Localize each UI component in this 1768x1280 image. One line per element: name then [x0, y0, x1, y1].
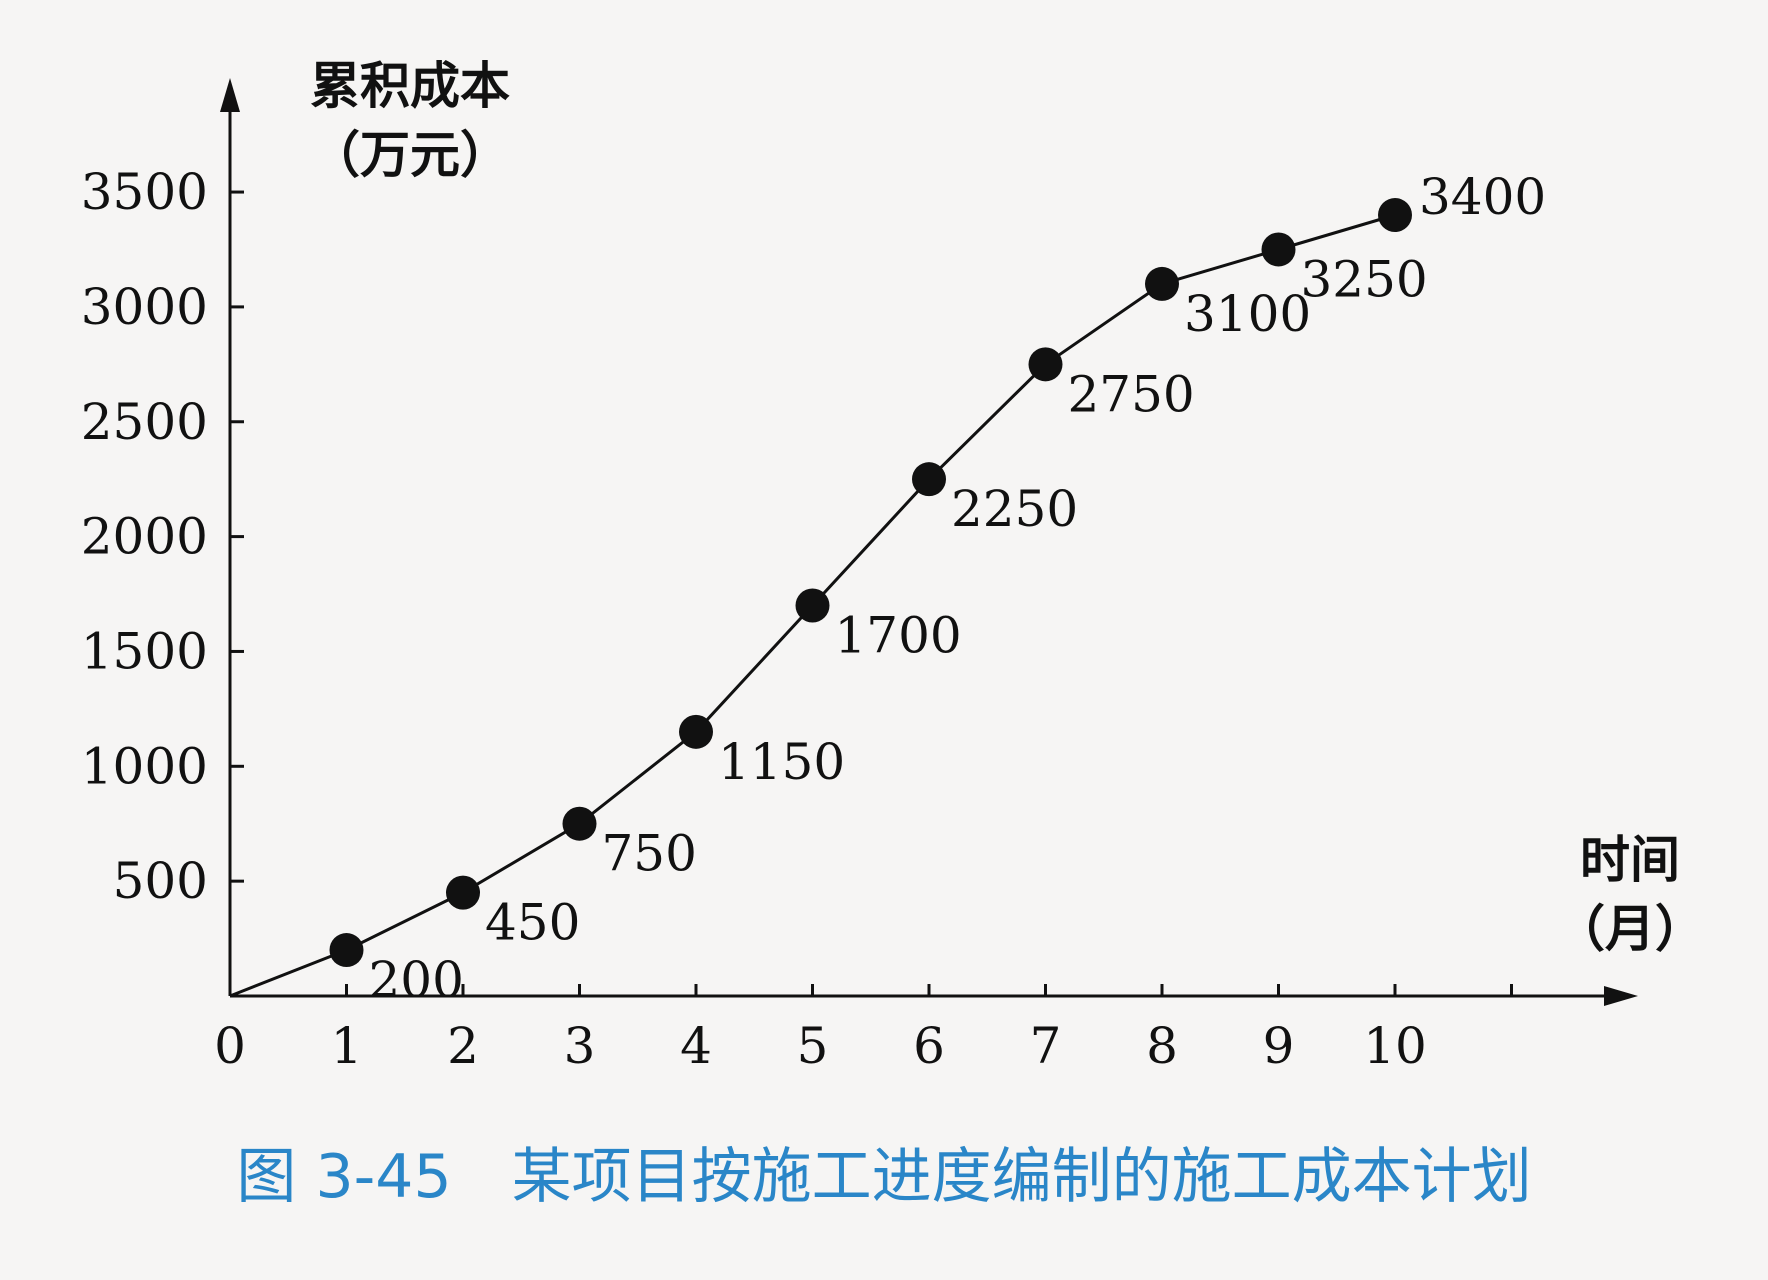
- data-label-10: 3400: [1419, 168, 1546, 226]
- data-point-3: [562, 806, 597, 841]
- cost-plan-chart: 0 1 2 3 4 5 6 7 8 9 10500100015002000250030003500 …: [81, 57, 1705, 1075]
- x-tick-label-0: 0: [214, 1017, 246, 1075]
- data-label-2: 450: [485, 894, 580, 952]
- y-tick-label-500: 500: [113, 852, 208, 910]
- x-tick-label-3: 3: [564, 1017, 596, 1075]
- x-tick-label-10: 10: [1363, 1017, 1427, 1075]
- data-point-4: [679, 714, 713, 749]
- y-tick-label-1500: 1500: [81, 622, 208, 680]
- x-tick-label-2: 2: [447, 1017, 479, 1075]
- x-tick-label-4: 4: [680, 1017, 712, 1075]
- data-label-7: 2750: [1068, 365, 1195, 423]
- x-tick-label-8: 8: [1146, 1017, 1178, 1075]
- y-tick-label-1000: 1000: [81, 737, 208, 795]
- data-label-9: 3250: [1301, 250, 1428, 308]
- y-tick-label-3500: 3500: [81, 163, 208, 221]
- series-cumulative-cost: [229, 198, 1412, 998]
- y-axis-title-line1: 累积成本: [310, 57, 510, 115]
- data-point-10: [1378, 198, 1412, 233]
- x-tick-label-5: 5: [797, 1017, 829, 1075]
- data-point-7: [1028, 347, 1063, 382]
- x-axis-title-line1: 时间: [1580, 831, 1680, 889]
- x-axis-title-line2: （月）: [1555, 900, 1705, 958]
- data-label-4: 1150: [718, 733, 845, 791]
- data-point-9: [1261, 232, 1296, 267]
- x-tick-label-1: 1: [331, 1017, 363, 1075]
- y-tick-label-2500: 2500: [81, 393, 208, 451]
- x-tick-label-7: 7: [1030, 1017, 1062, 1075]
- y-axis-title-line2: （万元）: [310, 126, 510, 184]
- data-point-1: [329, 933, 364, 968]
- axes: [220, 78, 1638, 1006]
- data-label-8: 3100: [1184, 285, 1311, 343]
- data-label-5: 1700: [835, 607, 962, 665]
- y-axis-arrow: [220, 78, 240, 112]
- x-axis-arrow: [1604, 986, 1638, 1006]
- data-label-3: 750: [602, 825, 697, 883]
- data-point-6: [912, 462, 946, 497]
- data-label-1: 200: [369, 951, 464, 1009]
- data-point-5: [795, 588, 830, 623]
- figure-caption: 图 3-45 某项目按施工进度编制的施工成本计划: [236, 1142, 1532, 1212]
- ticks: 0 1 2 3 4 5 6 7 8 9 10 500 1000 1500 2000 2500 3000 3500: [81, 163, 1513, 1075]
- x-tick-label-6: 6: [913, 1017, 945, 1075]
- y-tick-label-3000: 3000: [81, 278, 208, 336]
- data-label-6: 2250: [951, 480, 1078, 538]
- x-tick-label-9: 9: [1263, 1017, 1295, 1075]
- data-point-2: [446, 875, 480, 910]
- data-point-8: [1145, 266, 1179, 301]
- y-tick-label-2000: 2000: [81, 508, 208, 566]
